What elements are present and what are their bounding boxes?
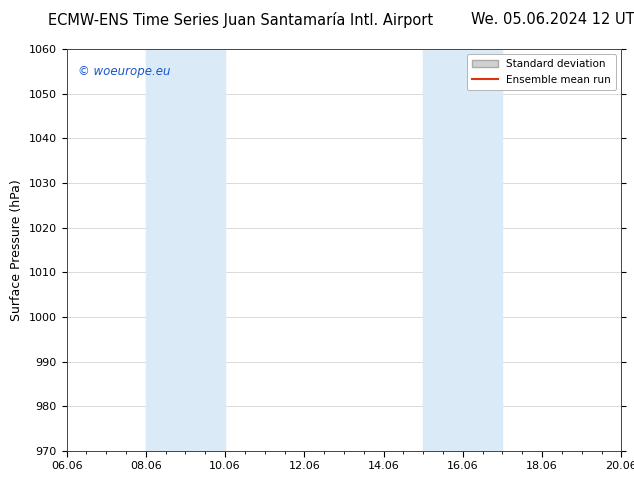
Bar [146, 49, 225, 451]
Legend: Standard deviation, Ensemble mean run: Standard deviation, Ensemble mean run [467, 54, 616, 90]
Text: We. 05.06.2024 12 UTC: We. 05.06.2024 12 UTC [472, 12, 634, 27]
Text: © woeurope.eu: © woeurope.eu [77, 65, 170, 78]
Bar [424, 49, 502, 451]
Text: ECMW-ENS Time Series Juan Santamaría Intl. Airport: ECMW-ENS Time Series Juan Santamaría Int… [48, 12, 434, 28]
Y-axis label: Surface Pressure (hPa): Surface Pressure (hPa) [10, 179, 23, 321]
